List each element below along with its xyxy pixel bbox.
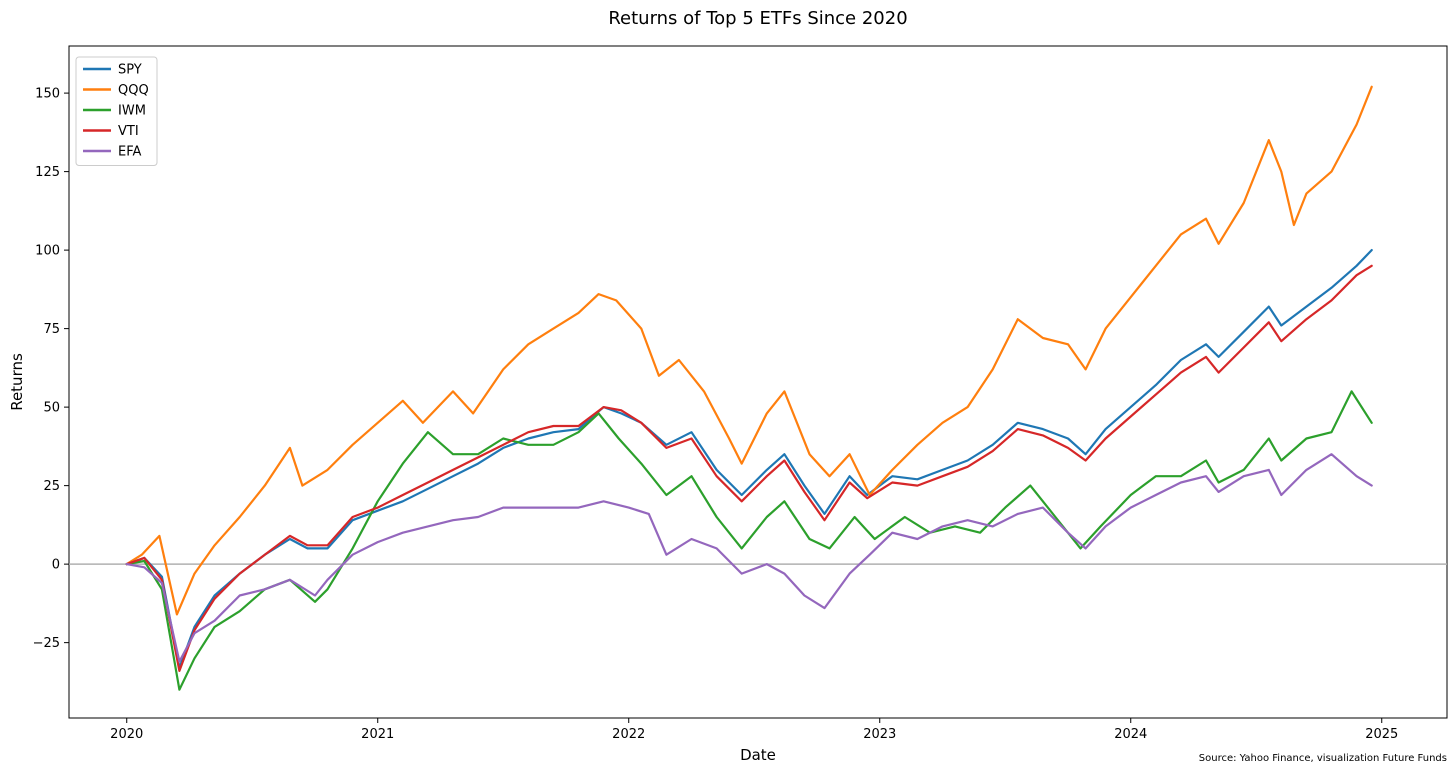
series-line-iwm xyxy=(125,390,1373,691)
y-tick-label: 25 xyxy=(43,479,60,494)
y-tick-label: −25 xyxy=(33,636,60,651)
x-tick-label: 2022 xyxy=(612,727,645,742)
x-tick-label: 2021 xyxy=(361,727,394,742)
legend-label-iwm: IWM xyxy=(118,104,146,119)
legend-box xyxy=(75,56,158,166)
legend-label-spy: SPY xyxy=(118,63,142,78)
y-axis-ticks: −25 0 25 50 75 100 125 150 xyxy=(33,87,69,651)
y-tick-label: 75 xyxy=(43,322,60,337)
legend-label-qqq: QQQ xyxy=(118,83,149,98)
chart-title: Returns of Top 5 ETFs Since 2020 xyxy=(608,8,907,29)
y-tick-label: 50 xyxy=(43,401,60,416)
series-line-spy xyxy=(125,249,1373,669)
y-tick-label: 0 xyxy=(52,558,60,573)
x-axis-ticks: 2020 2021 2022 2023 2024 2025 xyxy=(110,718,1398,742)
x-tick-label: 2020 xyxy=(110,727,143,742)
series-lines xyxy=(125,85,1373,691)
x-tick-label: 2024 xyxy=(1114,727,1147,742)
x-tick-label: 2023 xyxy=(863,727,896,742)
legend: SPY QQQ IWM VTI EFA xyxy=(75,56,158,166)
y-tick-label: 100 xyxy=(35,244,60,259)
series-line-qqq xyxy=(125,85,1373,616)
source-note: Source: Yahoo Finance, visualization Fut… xyxy=(1199,753,1447,764)
y-tick-label: 125 xyxy=(35,165,60,180)
x-axis-title: Date xyxy=(740,746,776,764)
legend-label-efa: EFA xyxy=(118,145,141,160)
x-tick-label: 2025 xyxy=(1365,727,1398,742)
y-tick-label: 150 xyxy=(35,87,60,102)
plot-area xyxy=(68,45,1448,719)
series-line-vti xyxy=(125,264,1373,672)
series-line-efa xyxy=(125,453,1373,663)
legend-label-vti: VTI xyxy=(118,124,139,139)
y-axis-title: Returns xyxy=(8,353,26,411)
